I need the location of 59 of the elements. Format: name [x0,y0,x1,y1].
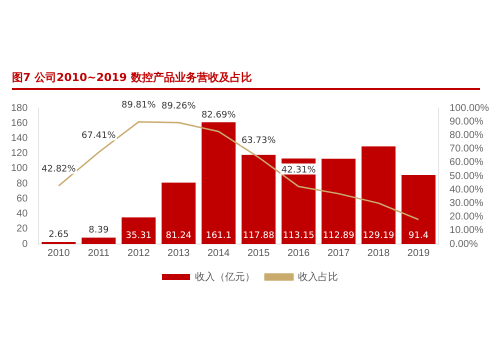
bar [82,238,116,244]
y2-tick-label: 80.00% [450,130,484,141]
x-tick-label: 2016 [287,248,310,259]
data-label: 129.19 [362,230,395,241]
bar [122,217,156,244]
bar [202,122,236,244]
legend-label: 收入占比 [298,270,338,283]
data-label: 35.31 [126,230,152,241]
y-tick-label: 80 [16,178,28,190]
data-label: 112.89 [322,230,355,241]
y-tick-label: 100 [10,163,28,174]
data-label: 81.24 [166,230,192,241]
data-label: 2.65 [48,230,69,240]
bar [322,158,356,244]
y-tick-label: 180 [10,102,28,114]
x-tick-label: 2013 [168,248,190,259]
y-tick-label: 0 [22,238,28,250]
data-label: 8.39 [88,226,109,236]
y2-tick-label: 0.00% [450,238,478,250]
data-label: 82.69% [201,110,236,120]
x-tick-label: 2015 [247,248,270,259]
data-label: 67.41% [81,131,116,142]
bar [362,146,396,244]
data-label: 91.4 [408,230,429,241]
bar [402,174,436,244]
data-label: 117.88 [242,230,275,241]
chart-title: 图7 公司2010~2019 数控产品业务营收及占比 [12,70,252,85]
y2-tick-label: 70.00% [450,144,484,155]
y2-tick-label: 100.00% [450,102,490,114]
bar [162,182,196,244]
x-tick-label: 2010 [48,248,70,259]
data-label: 161.1 [206,230,232,241]
y2-tick-label: 30.00% [450,198,484,209]
y-tick-label: 140 [10,132,28,144]
x-tick-label: 2017 [327,248,350,259]
legend-label: 收入（亿元） [195,270,255,283]
x-tick-label: 2011 [88,248,110,259]
y2-tick-label: 10.00% [450,225,484,236]
x-tick-label: 2019 [407,248,430,259]
data-label: 89.26% [161,101,196,112]
x-tick-label: 2012 [128,248,150,259]
y2-tick-label: 40.00% [450,184,484,196]
data-label: 113.15 [282,230,314,241]
y-tick-label: 40 [16,208,28,220]
data-label: 42.82% [42,164,76,175]
y2-tick-label: 50.00% [450,170,484,182]
y2-tick-label: 60.00% [450,157,484,168]
data-label: 42.31% [281,165,316,176]
bar [242,154,276,244]
y2-tick-label: 90.00% [450,116,484,128]
y2-tick-label: 20.00% [450,212,484,223]
x-tick-label: 2018 [367,248,390,259]
y-tick-label: 120 [10,148,28,160]
data-label: 89.81% [121,100,156,111]
y-tick-label: 20 [16,224,28,235]
y-tick-label: 160 [10,118,28,129]
y-tick-label: 60 [16,193,28,204]
x-tick-label: 2014 [207,248,230,259]
data-label: 63.73% [241,136,276,146]
